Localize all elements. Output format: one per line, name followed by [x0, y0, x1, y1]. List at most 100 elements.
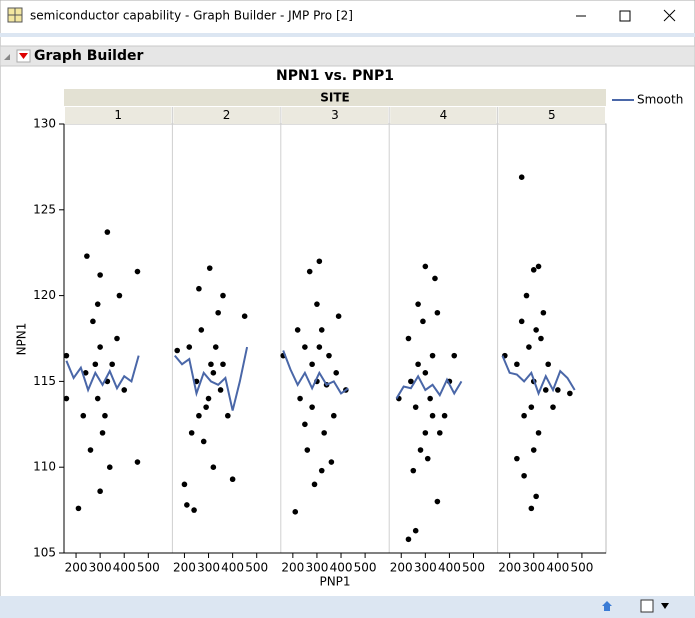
- x-tick-label: 300: [89, 561, 112, 575]
- home-icon[interactable]: [602, 601, 612, 611]
- x-tick-label: 500: [137, 561, 160, 575]
- x-tick-label: 400: [221, 561, 244, 575]
- x-tick-label: 400: [438, 561, 461, 575]
- data-point: [215, 309, 221, 316]
- data-point: [410, 467, 417, 474]
- data-point: [205, 395, 212, 402]
- x-tick-label: 200: [173, 561, 196, 575]
- panel-label-band: [498, 107, 605, 124]
- data-point: [121, 387, 128, 393]
- toolbar-strip: [0, 33, 695, 37]
- x-tick-label: 400: [546, 561, 569, 575]
- data-point: [530, 447, 537, 453]
- data-point: [415, 301, 421, 307]
- data-point: [538, 335, 544, 342]
- data-point: [188, 430, 195, 436]
- x-axis-label: PNP1: [319, 575, 350, 589]
- panel-label-band: [65, 107, 172, 124]
- data-point: [523, 292, 530, 299]
- data-point: [316, 258, 323, 265]
- x-tick-label: 500: [570, 561, 593, 575]
- legend-label: Smooth: [637, 93, 683, 107]
- data-point: [80, 412, 87, 419]
- data-point: [220, 361, 226, 368]
- y-tick-label: 120: [33, 288, 56, 302]
- data-point: [422, 370, 429, 376]
- x-tick-label: 500: [354, 561, 377, 575]
- x-tick-label: 200: [390, 561, 413, 575]
- data-point: [434, 309, 441, 316]
- data-point: [422, 430, 429, 436]
- data-point: [518, 318, 525, 325]
- data-point: [181, 481, 188, 488]
- x-tick-label: 500: [462, 561, 485, 575]
- data-point: [326, 352, 332, 359]
- data-point: [408, 378, 414, 385]
- data-point: [203, 404, 209, 410]
- data-point: [241, 313, 248, 319]
- data-point: [186, 344, 193, 350]
- panel-label: 4: [440, 108, 448, 122]
- data-point: [436, 430, 443, 436]
- x-tick-label: 300: [414, 561, 437, 575]
- data-point: [294, 327, 301, 333]
- data-point: [535, 430, 542, 436]
- data-point: [134, 268, 141, 275]
- plot-area: [63, 123, 607, 554]
- data-point: [535, 263, 542, 270]
- data-point: [92, 361, 99, 368]
- y-tick-label: 105: [33, 546, 56, 560]
- smooth-line: [395, 374, 463, 400]
- panel-label-band: [281, 107, 389, 124]
- data-point: [518, 174, 525, 180]
- data-point: [567, 390, 573, 397]
- y-tick-label: 130: [33, 117, 56, 131]
- data-point: [528, 404, 535, 410]
- data-point: [429, 412, 436, 419]
- data-point: [555, 387, 561, 393]
- data-point: [217, 387, 224, 393]
- data-point: [198, 327, 205, 333]
- data-point: [99, 430, 106, 436]
- window-title: semiconductor capability - Graph Builder…: [30, 9, 353, 23]
- panel-label: 1: [114, 108, 122, 122]
- data-point: [82, 370, 89, 376]
- data-point: [196, 285, 202, 292]
- data-point: [306, 268, 313, 275]
- data-point: [309, 404, 315, 410]
- data-point: [417, 447, 424, 453]
- x-tick-label: 300: [305, 561, 328, 575]
- x-tick-label: 400: [330, 561, 353, 575]
- status-button[interactable]: [640, 599, 654, 613]
- data-point: [514, 455, 520, 462]
- data-point: [94, 301, 101, 307]
- chart-title: NPN1 vs. PNP1: [276, 68, 394, 84]
- data-point: [521, 472, 527, 479]
- data-point: [225, 412, 231, 419]
- data-point: [229, 476, 236, 483]
- data-point: [109, 361, 115, 368]
- close-button[interactable]: [663, 9, 676, 22]
- data-point: [102, 412, 108, 419]
- data-point: [220, 292, 226, 299]
- smooth-line: [65, 355, 140, 393]
- data-point: [104, 229, 111, 235]
- facet-title: SITE: [320, 91, 350, 105]
- data-point: [441, 412, 448, 419]
- data-point: [540, 309, 547, 316]
- data-point: [84, 253, 90, 259]
- status-dropdown[interactable]: [661, 603, 669, 609]
- data-point: [405, 335, 412, 342]
- data-point: [116, 292, 123, 299]
- data-point: [292, 509, 299, 515]
- data-point: [212, 344, 219, 350]
- data-point: [114, 335, 120, 342]
- data-point: [94, 395, 101, 402]
- data-point: [309, 361, 315, 368]
- outline-title: Graph Builder: [34, 48, 143, 64]
- outline-toggle[interactable]: [4, 54, 10, 60]
- x-tick-label: 300: [197, 561, 220, 575]
- data-point: [210, 464, 217, 471]
- maximize-button[interactable]: [619, 10, 631, 22]
